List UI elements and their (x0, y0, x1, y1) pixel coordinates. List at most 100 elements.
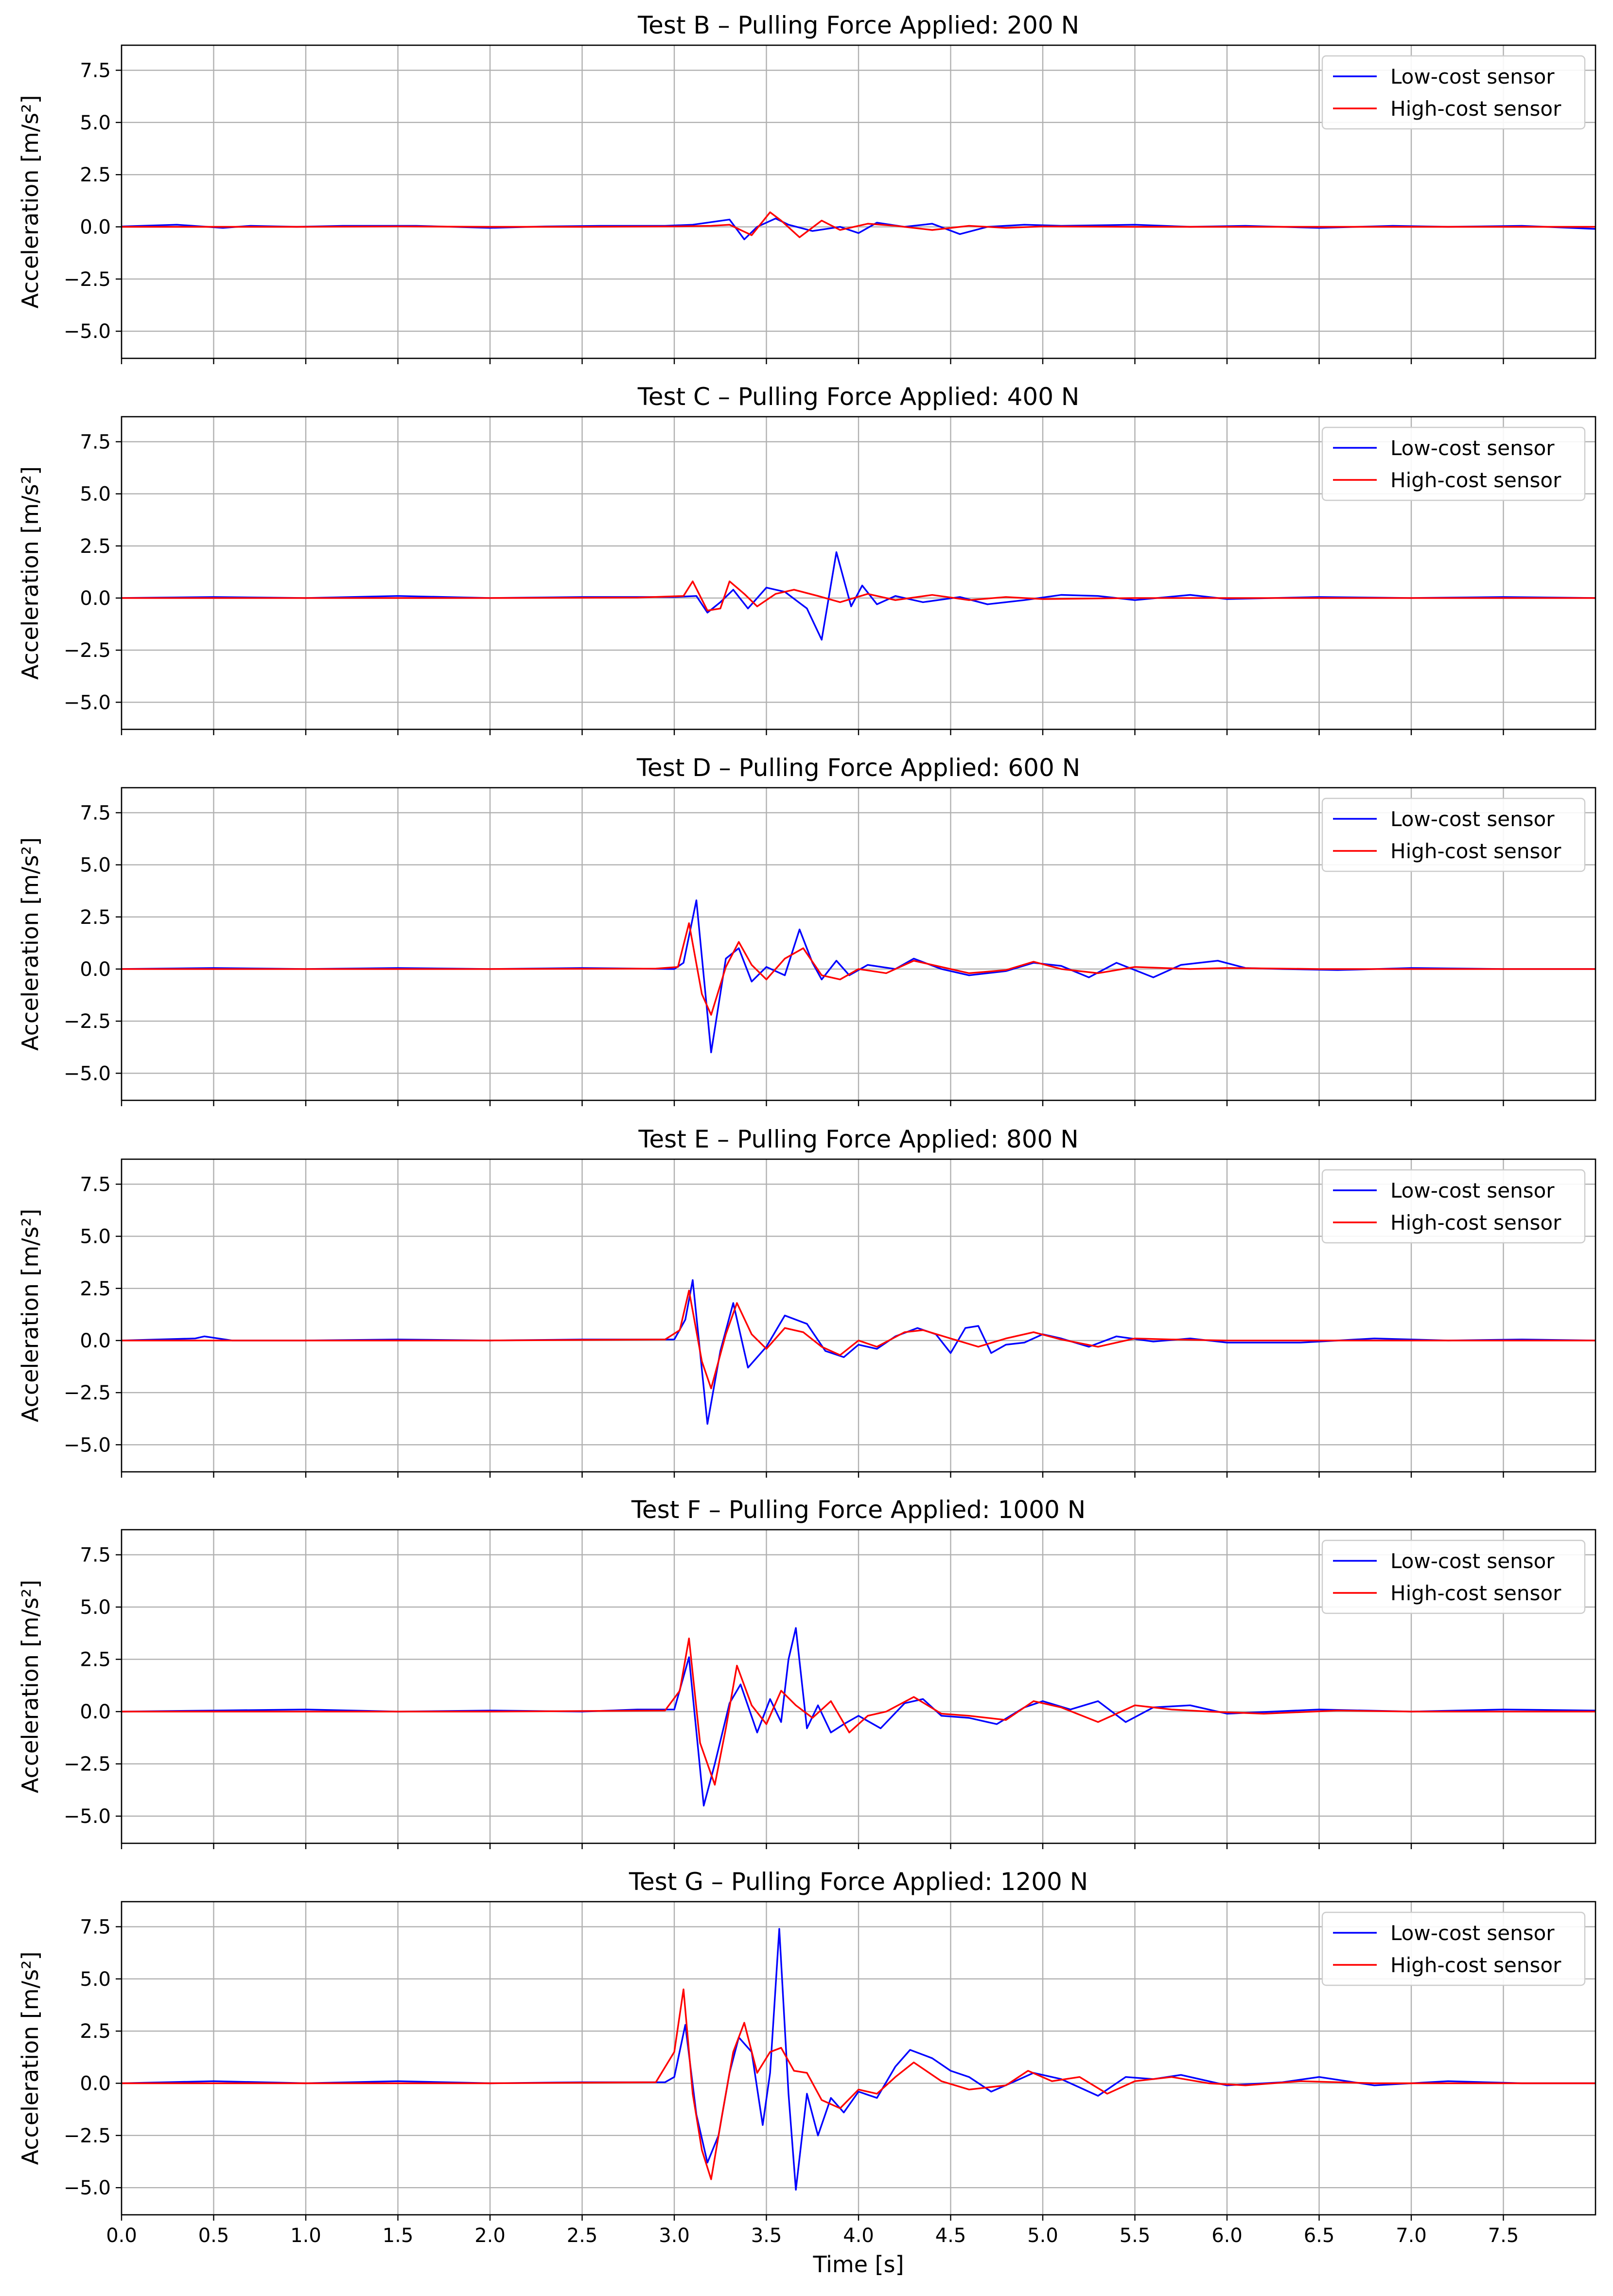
subplot-0: −5.0 −2.5 0.0 2.5 5.0 7.5 Acceleration [m/s²] T… (17, 11, 1596, 364)
y-tick-label: 7.5 (80, 1173, 111, 1196)
y-tick-label: 0.0 (80, 1330, 111, 1352)
y-tick-label: 0.0 (80, 2073, 111, 2095)
y-axis-label: Acceleration [m/s²] (17, 466, 43, 680)
x-tick-label: 5.5 (1120, 2225, 1151, 2247)
legend-label-high-cost: High-cost sensor (1390, 1581, 1561, 1605)
x-tick-label: 1.5 (383, 2225, 414, 2247)
y-tick-label: 2.5 (80, 535, 111, 558)
x-tick-label: 5.0 (1027, 2225, 1058, 2247)
x-tick-label: 6.0 (1211, 2225, 1243, 2247)
y-tick-label: −5.0 (64, 320, 111, 343)
high-cost-series-line (122, 211, 1595, 238)
y-tick-label: −2.5 (64, 639, 111, 662)
low-cost-series-line (122, 1627, 1595, 1807)
legend-label-low-cost: Low-cost sensor (1390, 1179, 1555, 1202)
y-tick-label: −5.0 (64, 691, 111, 714)
subplot-1: −5.0 −2.5 0.0 2.5 5.0 7.5 Acceleration [m/s²] T… (17, 383, 1596, 735)
x-tick-label: 7.5 (1488, 2225, 1519, 2247)
y-tick-label: 5.0 (80, 1226, 111, 1248)
y-tick-label: 0.0 (80, 587, 111, 610)
y-tick-label: −5.0 (64, 1805, 111, 1828)
high-cost-series-line (122, 1988, 1595, 2180)
legend-box (1321, 1911, 1586, 1986)
x-tick-label: 4.0 (843, 2225, 874, 2247)
y-axis-label: Acceleration [m/s²] (17, 1580, 43, 1793)
subplot-title: Test C – Pulling Force Applied: 400 N (637, 383, 1080, 411)
y-tick-label: 0.0 (80, 1701, 111, 1723)
x-tick-label: 7.0 (1396, 2225, 1427, 2247)
y-tick-label: 0.0 (80, 958, 111, 981)
y-tick-label: −5.0 (64, 1062, 111, 1085)
subplot-2: −5.0 −2.5 0.0 2.5 5.0 7.5 Acceleration [m/s²] T… (17, 754, 1596, 1106)
y-tick-label: 7.5 (80, 802, 111, 824)
legend-box (1321, 1539, 1586, 1614)
legend: Low-cost sensor High-cost sensor (1321, 1911, 1586, 1986)
y-tick-label: 5.0 (80, 1968, 111, 1991)
y-tick-label: 5.0 (80, 854, 111, 877)
legend-label-high-cost: High-cost sensor (1390, 97, 1561, 121)
subplot-title: Test E – Pulling Force Applied: 800 N (638, 1125, 1078, 1153)
legend: Low-cost sensor High-cost sensor (1321, 55, 1586, 130)
legend-label-low-cost: Low-cost sensor (1390, 807, 1555, 831)
y-tick-label: 5.0 (80, 112, 111, 134)
y-axis-label: Acceleration [m/s²] (17, 95, 43, 308)
y-tick-label: 7.5 (80, 1544, 111, 1567)
legend-label-high-cost: High-cost sensor (1390, 468, 1561, 492)
legend: Low-cost sensor High-cost sensor (1321, 1169, 1586, 1244)
high-cost-series-line (122, 1637, 1595, 1786)
x-tick-label: 4.5 (935, 2225, 966, 2247)
x-tick-label: 0.0 (106, 2225, 137, 2247)
y-tick-label: 2.5 (80, 906, 111, 929)
x-tick-label: 1.0 (290, 2225, 321, 2247)
high-cost-series-line (122, 580, 1595, 612)
y-tick-label: −2.5 (64, 2125, 111, 2147)
x-tick-label: 6.5 (1304, 2225, 1335, 2247)
x-tick-label: 0.5 (198, 2225, 229, 2247)
x-axis-label: Time [s] (812, 2251, 904, 2278)
y-tick-label: −2.5 (64, 1382, 111, 1404)
legend-label-low-cost: Low-cost sensor (1390, 1549, 1555, 1573)
y-tick-label: 2.5 (80, 1278, 111, 1300)
x-tick-label: 3.0 (659, 2225, 690, 2247)
x-tick-label: 3.5 (751, 2225, 782, 2247)
legend: Low-cost sensor High-cost sensor (1321, 797, 1586, 872)
y-tick-label: 2.5 (80, 2020, 111, 2043)
subplot-5: −5.0 −2.5 0.0 2.5 5.0 7.5 Acceleration [m/s²] T… (17, 1868, 1596, 2221)
y-tick-label: 7.5 (80, 60, 111, 82)
y-tick-label: −2.5 (64, 268, 111, 291)
legend-label-low-cost: Low-cost sensor (1390, 65, 1555, 88)
legend: Low-cost sensor High-cost sensor (1321, 426, 1586, 501)
legend-label-high-cost: High-cost sensor (1390, 839, 1561, 863)
legend-label-high-cost: High-cost sensor (1390, 1953, 1561, 1977)
y-tick-label: −2.5 (64, 1010, 111, 1033)
y-tick-label: 7.5 (80, 431, 111, 453)
legend-box (1321, 797, 1586, 872)
subplot-title: Test G – Pulling Force Applied: 1200 N (629, 1868, 1088, 1896)
legend-box (1321, 55, 1586, 130)
subplot-title: Test B – Pulling Force Applied: 200 N (637, 11, 1079, 39)
high-cost-series-line (122, 922, 1595, 1016)
y-tick-label: −2.5 (64, 1753, 111, 1776)
y-tick-label: 5.0 (80, 1596, 111, 1619)
legend-box (1321, 426, 1586, 501)
legend-label-high-cost: High-cost sensor (1390, 1211, 1561, 1235)
x-tick-label: 2.5 (567, 2225, 598, 2247)
legend-label-low-cost: Low-cost sensor (1390, 1921, 1555, 1945)
x-tick-label: 2.0 (474, 2225, 506, 2247)
legend: Low-cost sensor High-cost sensor (1321, 1539, 1586, 1614)
high-cost-series-line (122, 1289, 1595, 1390)
y-axis-label: Acceleration [m/s²] (17, 1951, 43, 2165)
y-axis-label: Acceleration [m/s²] (17, 1209, 43, 1422)
y-tick-label: 5.0 (80, 483, 111, 506)
y-axis-label: Acceleration [m/s²] (17, 837, 43, 1051)
subplot-title: Test F – Pulling Force Applied: 1000 N (631, 1496, 1086, 1524)
y-tick-label: −5.0 (64, 1434, 111, 1456)
subplot-4: −5.0 −2.5 0.0 2.5 5.0 7.5 Acceleration [m/s²] T… (17, 1496, 1596, 1849)
y-tick-label: 0.0 (80, 216, 111, 239)
legend-label-low-cost: Low-cost sensor (1390, 436, 1555, 460)
y-tick-label: −5.0 (64, 2177, 111, 2199)
legend-box (1321, 1169, 1586, 1244)
subplot-title: Test D – Pulling Force Applied: 600 N (636, 754, 1080, 782)
y-tick-label: 2.5 (80, 1649, 111, 1671)
